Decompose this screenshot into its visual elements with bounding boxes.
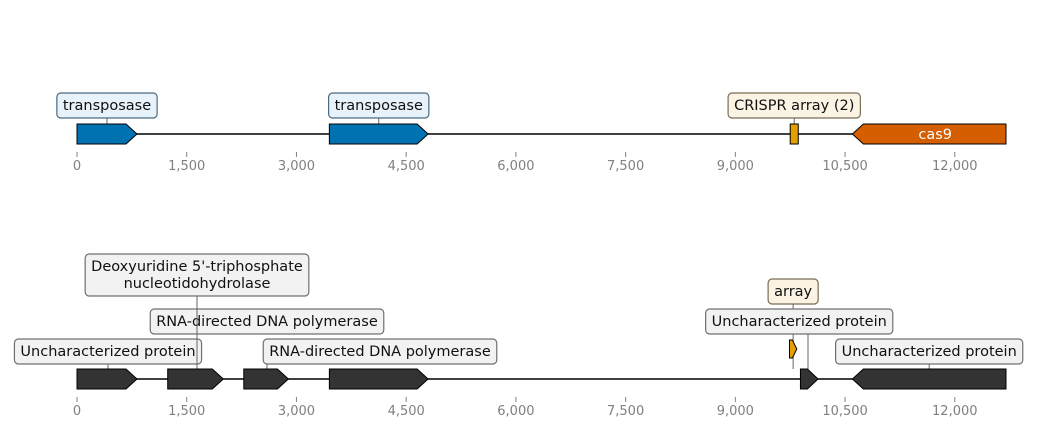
track-2-label-4-text: RNA-directed DNA polymerase — [269, 344, 491, 360]
axis-tick-label: 4,500 — [388, 159, 425, 174]
axis-tick-label: 10,500 — [822, 159, 868, 174]
track-2-label-6: array — [767, 278, 819, 305]
track-2-label-7: Uncharacterized protein — [705, 308, 894, 335]
track-1-label-1: transposase — [56, 92, 158, 119]
track-1-label-3: CRISPR array (2) — [727, 92, 861, 119]
track-2-label-8-text: Uncharacterized protein — [842, 344, 1017, 360]
track-2-feature-1[interactable] — [76, 368, 138, 390]
axis-tick-label: 0 — [73, 159, 81, 174]
axis-tick-label: 3,000 — [278, 404, 315, 419]
axis-tick-label: 12,000 — [932, 159, 978, 174]
track-2-label-2-text: RNA-directed DNA polymerase — [156, 314, 378, 330]
axis-tick-label: 1,500 — [168, 404, 205, 419]
track-1-feature-2[interactable] — [328, 123, 429, 145]
track-2-label-4-box — [262, 338, 498, 365]
track-2-label-8: Uncharacterized protein — [835, 338, 1024, 365]
track-2: 0 1,500 3,000 4,500 6,000 7,500 9,000 10,500 12,… — [13, 253, 1024, 419]
track-1-feature-1[interactable] — [76, 123, 138, 145]
axis-tick-label: 9,000 — [717, 404, 754, 419]
axis-tick-label: 3,000 — [278, 159, 315, 174]
track-2-feature-6[interactable] — [788, 339, 798, 359]
track-2-label-1-text: Uncharacterized protein — [20, 344, 195, 360]
track-1: 0 1,500 3,000 4,500 6,000 7,500 9,000 10,500 12,… — [56, 92, 1007, 174]
axis-tick-label: 10,500 — [822, 404, 868, 419]
track-1-label-1-text: transposase — [63, 98, 151, 114]
track-2-label-7-text: Uncharacterized protein — [712, 314, 887, 330]
track-2-feature-7[interactable] — [799, 368, 819, 390]
track-1-label-2-text: transposase — [335, 98, 423, 114]
track-1-feature-3[interactable] — [789, 123, 799, 145]
axis-tick-label: 1,500 — [168, 159, 205, 174]
track-2-label-7-box — [705, 308, 894, 335]
axis-tick-label: 6,000 — [497, 159, 534, 174]
track-2-label-3-text: Deoxyuridine 5'-triphosphate — [91, 259, 303, 275]
track-1-label-2: transposase — [328, 92, 430, 119]
track-1-feature-4[interactable] — [851, 123, 1007, 145]
track-2-axis: 0 1,500 3,000 4,500 6,000 7,500 9,000 10,500 12,… — [73, 397, 978, 419]
axis-tick-label: 6,000 — [497, 404, 534, 419]
track-2-label-2: RNA-directed DNA polymerase — [149, 308, 385, 335]
track-2-label-1: Uncharacterized protein — [13, 338, 203, 365]
axis-tick-label: 7,500 — [607, 404, 644, 419]
track-2-feature-4[interactable] — [243, 368, 290, 390]
track-2-label-3-text: nucleotidohydrolase — [124, 276, 271, 292]
track-2-feature-8[interactable] — [851, 368, 1007, 390]
track-2-label-4: RNA-directed DNA polymerase — [262, 338, 498, 365]
track-1-axis: 0 1,500 3,000 4,500 6,000 7,500 9,000 10,500 12,… — [73, 152, 978, 174]
axis-tick-label: 4,500 — [388, 404, 425, 419]
axis-tick-label: 0 — [73, 404, 81, 419]
axis-tick-label: 9,000 — [717, 159, 754, 174]
track-2-label-6-text: array — [774, 284, 812, 300]
track-1-label-3-text: CRISPR array (2) — [734, 98, 854, 114]
track-2-feature-2[interactable] — [167, 368, 225, 390]
track-2-feature-5[interactable] — [328, 368, 429, 390]
axis-tick-label: 7,500 — [607, 159, 644, 174]
track-2-label-2-box — [149, 308, 385, 335]
track-2-label-3: Deoxyuridine 5'-triphosphatenucleotidohy… — [84, 253, 310, 297]
axis-tick-label: 12,000 — [932, 404, 978, 419]
track-1-feature-4-label: cas9 — [918, 127, 952, 143]
